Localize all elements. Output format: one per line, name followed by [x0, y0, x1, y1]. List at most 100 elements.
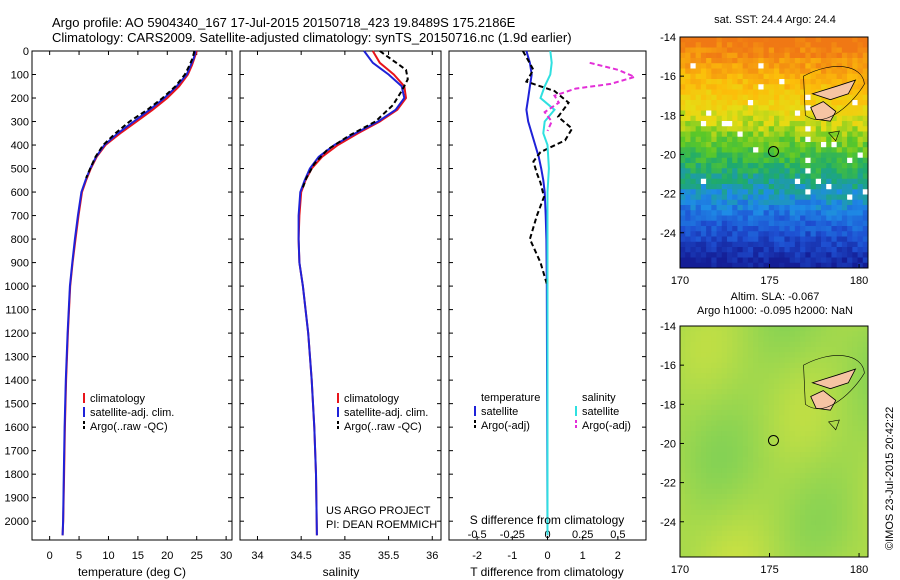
map-cell — [852, 551, 859, 557]
map-cell — [862, 247, 868, 253]
map-cell — [680, 415, 686, 422]
map-cell — [821, 157, 827, 164]
map-cell — [758, 168, 765, 175]
map-cell — [805, 89, 812, 96]
map-cell — [789, 389, 796, 395]
map-cell — [805, 520, 812, 527]
map-cell — [800, 347, 806, 353]
map-cell — [805, 58, 812, 64]
map-cell — [862, 357, 868, 364]
map-cell — [815, 515, 822, 521]
map-cell — [768, 100, 775, 106]
map-cell — [716, 37, 723, 43]
map-cell — [784, 341, 791, 348]
map-cell — [841, 436, 848, 443]
map-cell — [789, 241, 796, 248]
map-cell — [700, 389, 707, 395]
map-cell — [721, 184, 728, 190]
map-cell — [768, 262, 775, 268]
map-cell — [763, 551, 770, 557]
map-cell — [779, 410, 786, 416]
map-cell — [737, 457, 744, 464]
map-cell — [732, 383, 739, 390]
map-cell — [779, 157, 786, 164]
map-cell — [815, 247, 822, 253]
map-cell — [695, 241, 702, 248]
map-cell — [690, 42, 697, 49]
map-cell — [685, 73, 692, 80]
map-cell — [831, 79, 838, 85]
map-cell — [685, 525, 692, 532]
map-cell — [836, 326, 843, 332]
map-cell — [768, 210, 775, 217]
map-cell — [700, 194, 707, 201]
map-cell — [685, 131, 692, 138]
map-cell — [716, 189, 723, 196]
map-cell — [779, 530, 786, 537]
map-cell — [768, 336, 775, 343]
map-cell — [800, 389, 806, 395]
map-cell — [690, 84, 697, 91]
map-cell — [706, 226, 712, 232]
map-cell — [784, 352, 791, 359]
map-cell — [721, 37, 728, 43]
map-cell — [768, 483, 775, 490]
map-cell — [826, 252, 833, 259]
map-cell — [805, 241, 812, 248]
depth-tick-label: 500 — [11, 164, 29, 176]
map-cell — [768, 68, 775, 75]
map-cell — [706, 352, 712, 359]
map-cell — [847, 446, 853, 453]
map-cell — [711, 478, 718, 485]
map-cell — [721, 494, 728, 500]
map-cell — [805, 362, 812, 369]
map-cell — [680, 136, 686, 143]
map-cell — [768, 467, 775, 474]
map-cell — [685, 467, 692, 474]
map-cell — [721, 541, 728, 548]
map-cell — [711, 205, 718, 211]
map-cell — [836, 136, 843, 143]
map-cell — [737, 142, 744, 148]
map-cell — [768, 520, 775, 527]
map-cell — [690, 152, 697, 159]
map-cell — [815, 163, 822, 169]
map-cell — [763, 126, 770, 133]
map-cell — [768, 347, 775, 353]
map-cell — [852, 210, 859, 217]
map-cell — [727, 488, 733, 495]
map-cell — [742, 247, 749, 253]
map-cell — [779, 220, 786, 227]
map-cell — [815, 536, 822, 542]
map-cell — [779, 210, 786, 217]
map-cell — [747, 136, 754, 143]
map-cell — [805, 499, 812, 506]
map-cell — [753, 525, 759, 532]
map-cell — [826, 205, 833, 211]
map-cell — [727, 115, 733, 122]
map-cell — [800, 352, 806, 359]
map-cell — [826, 84, 833, 91]
map-cell — [805, 336, 812, 343]
map-cell — [721, 205, 728, 211]
map-cell — [716, 178, 723, 185]
map-cell — [810, 494, 817, 500]
map-cell — [716, 431, 723, 437]
map-cell — [847, 152, 853, 159]
map-cell — [805, 126, 812, 133]
map-cell — [700, 210, 707, 217]
map-cell — [763, 105, 770, 112]
map-cell — [716, 194, 723, 201]
map-cell — [841, 152, 848, 159]
map-cell — [700, 89, 707, 96]
map-cell — [826, 457, 833, 464]
legend-heading-salinity: salinity — [582, 392, 616, 404]
map-cell — [862, 231, 868, 238]
map-cell — [794, 494, 801, 500]
map-cell — [716, 551, 723, 557]
map-cell — [721, 215, 728, 222]
map-cell — [852, 357, 859, 364]
map-cell — [784, 94, 791, 101]
map-cell — [805, 262, 812, 268]
map-cell — [727, 136, 733, 143]
